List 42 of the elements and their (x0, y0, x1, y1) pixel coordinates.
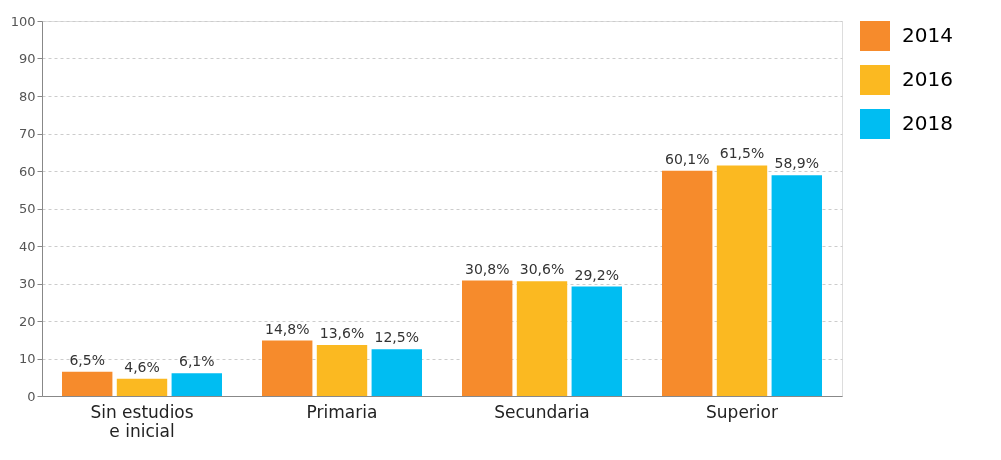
bar (771, 175, 822, 396)
bar (571, 286, 622, 396)
data-label: 4,6% (124, 358, 160, 375)
data-label: 6,1% (179, 353, 215, 370)
bar (171, 373, 222, 396)
data-label: 61,5% (719, 145, 765, 162)
bar (516, 281, 568, 396)
y-tick-label: 30 (18, 276, 36, 291)
y-tick-label: 0 (27, 388, 36, 404)
y-tick-label: 20 (18, 313, 36, 329)
bar (462, 280, 513, 396)
y-tick-label: 80 (18, 88, 36, 104)
data-label: 30,6% (519, 261, 565, 278)
y-tick-label: 100 (10, 13, 36, 29)
y-tick-label: 10 (18, 351, 36, 366)
data-label: 14,8% (264, 320, 310, 337)
legend-label: 2016 (902, 67, 953, 91)
bar (262, 340, 313, 396)
y-tick-label: 60 (18, 163, 36, 179)
x-tick-label: Secundaria (494, 401, 590, 422)
x-tick-label: Sin estudios e inicial (90, 401, 194, 441)
y-tick-label: 50 (18, 201, 36, 216)
y-tick-label: 90 (18, 51, 36, 66)
bar (662, 170, 713, 396)
y-tick-label: 70 (18, 126, 36, 141)
data-label: 30,8% (464, 260, 510, 277)
x-tick-label: Primaria (306, 401, 378, 422)
data-label: 29,2% (574, 266, 620, 283)
y-tick-label: 40 (18, 238, 36, 254)
bar (62, 371, 113, 396)
data-label: 13,6% (319, 325, 365, 341)
bar (116, 378, 168, 396)
bar (316, 345, 368, 396)
data-label: 6,5% (69, 351, 105, 368)
bar (371, 349, 422, 396)
data-label: 60,1% (664, 150, 710, 167)
bar (716, 165, 768, 396)
legend-label: 2014 (902, 23, 953, 47)
legend-label: 2018 (902, 111, 953, 135)
x-tick-label: Superior (706, 401, 778, 422)
data-label: 58,9% (774, 155, 820, 172)
data-label: 12,5% (374, 329, 420, 346)
